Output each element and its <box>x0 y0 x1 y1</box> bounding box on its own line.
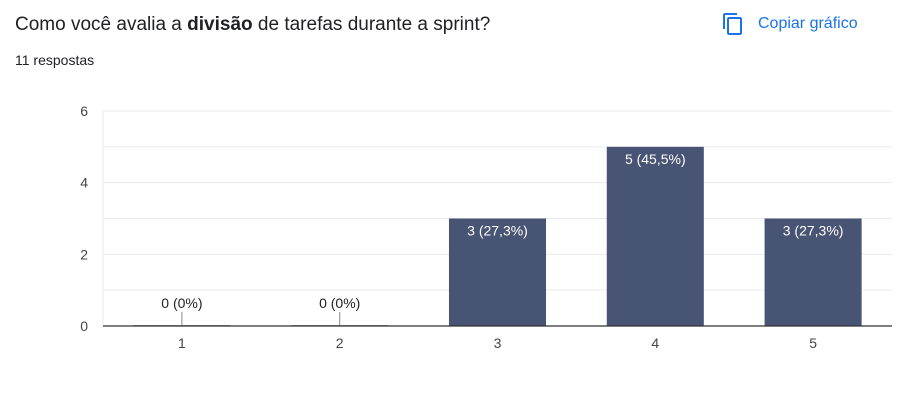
response-count: 11 respostas <box>15 52 95 68</box>
copy-chart-label: Copiar gráfico <box>758 15 858 32</box>
question-title-bold: divisão <box>187 14 253 35</box>
copy-chart-button[interactable]: Copiar gráfico <box>721 9 862 39</box>
x-tick-label: 4 <box>651 335 659 351</box>
bar <box>448 218 547 326</box>
y-tick-label: 4 <box>80 175 88 191</box>
x-tick-label: 2 <box>336 335 344 351</box>
question-title: Como você avalia a divisão de tarefas du… <box>15 14 490 36</box>
question-title-suffix: de tarefas durante a sprint? <box>252 14 491 35</box>
data-label: 3 (27,3%) <box>467 223 528 239</box>
x-tick-label: 5 <box>809 335 817 351</box>
data-label: 3 (27,3%) <box>783 223 844 239</box>
copy-icon <box>723 13 742 35</box>
data-label: 0 (0%) <box>161 295 202 311</box>
x-tick-label: 1 <box>178 335 186 351</box>
bar <box>764 218 862 326</box>
x-tick-label: 3 <box>494 335 502 351</box>
data-label: 0 (0%) <box>319 295 360 311</box>
y-tick-label: 6 <box>80 103 88 119</box>
y-tick-label: 2 <box>80 246 88 262</box>
data-label: 5 (45,5%) <box>625 151 686 167</box>
y-tick-label: 0 <box>80 318 88 334</box>
bar <box>606 146 704 326</box>
question-title-prefix: Como você avalia a <box>15 14 188 35</box>
